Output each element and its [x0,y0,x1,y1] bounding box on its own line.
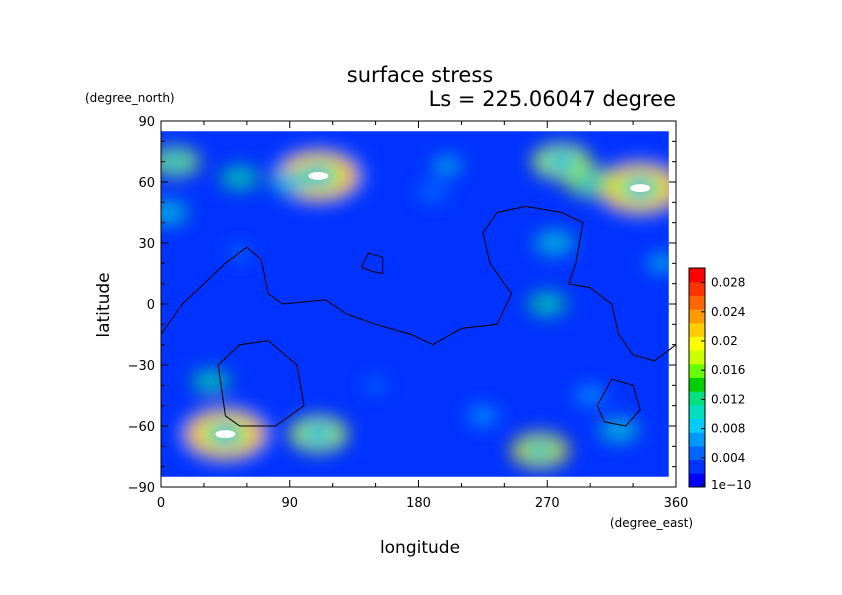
heatmap-blob [280,176,299,188]
heatmap-blob [366,379,385,391]
heatmap-blob [202,375,221,387]
x-tick-label: 360 [664,496,689,511]
colorbar-segment [689,473,705,488]
heatmap-blob [581,390,600,401]
saturated-core [308,171,329,180]
colorbar-tick-label: 0.02 [711,334,738,348]
colorbar-segment [689,445,705,461]
x-tick-label: 0 [157,496,165,511]
colorbar-tick-label: 0.004 [711,451,745,465]
y-tick-label: 0 [147,298,155,313]
colorbar-segment [689,404,705,420]
heatmap-blob [473,410,492,422]
x-tick-label: 90 [281,496,298,511]
colorbar-tick-label: 0.024 [711,305,745,319]
heatmap-blob [309,428,328,440]
heatmap-blob [609,424,628,436]
colorbar-segment [689,295,705,310]
heatmap-blob [438,160,457,172]
colorbar-frame [688,267,706,488]
heatmap-blob [531,444,550,456]
colorbar-segment [689,268,705,283]
colorbar-segment [689,391,705,406]
plot-area [160,131,677,477]
y-tick-label: 30 [138,237,155,252]
colorbar-segment [689,309,705,324]
contour-argyre-basin [596,378,641,427]
y-tick-label: −60 [128,420,155,435]
contour-elysium-small [360,252,384,275]
heatmap-blob [161,207,178,218]
heatmap-blob [652,257,669,269]
heatmap-blob [538,298,557,310]
heatmap-blob [423,186,442,198]
colorbar-tick-label: 1e−10 [711,478,751,492]
heatmap-blob [581,176,600,188]
contour-hellas-basin [217,340,305,427]
colorbar-segment [689,322,705,337]
colorbar-tick-label: 0.012 [711,392,745,406]
y-tick-label: 90 [138,115,155,130]
y-tick-label: 60 [138,176,155,191]
heatmap-blob [552,156,571,168]
x-units-label: (degree_east) [610,516,693,530]
colorbar-tick-label: 0.008 [711,422,745,436]
saturated-core [215,430,236,439]
colorbar-segment [689,281,705,296]
colorbar-segment [689,336,705,351]
colorbar-tick-label: 0.016 [711,363,745,377]
heatmap-blob [545,237,564,249]
colorbar-tick-label: 0.028 [711,276,745,290]
x-tick-label: 180 [406,496,431,511]
chart-subtitle: Ls = 225.06047 degree [429,87,676,111]
x-tick-label: 270 [535,496,560,511]
y-tick-label: −30 [128,359,155,374]
colorbar-segment [689,432,705,447]
colorbar-segment [689,377,705,392]
colorbar-segment [689,363,705,378]
y-units-label: (degree_north) [85,91,175,105]
colorbar: 1e−10 0.004 0.008 0.012 0.016 0.02 0.024 0.028 [688,267,751,492]
colorbar-segment [689,418,705,433]
heatmap-field [161,131,669,477]
axes: 0 90 180 270 360 90 60 30 0 −30 −60 −90 [128,115,689,511]
colorbar-segment [689,350,705,365]
x-axis-label: longitude [380,538,460,558]
heatmap-blob [230,172,249,184]
colorbar-segment [689,459,705,474]
heatmap-blob [166,156,185,168]
saturated-core [630,184,651,193]
y-tick-label: −90 [128,481,155,496]
contour-tharsis-outline [160,205,677,362]
chart-title: surface stress [347,63,493,87]
y-axis-label: latitude [94,272,114,337]
